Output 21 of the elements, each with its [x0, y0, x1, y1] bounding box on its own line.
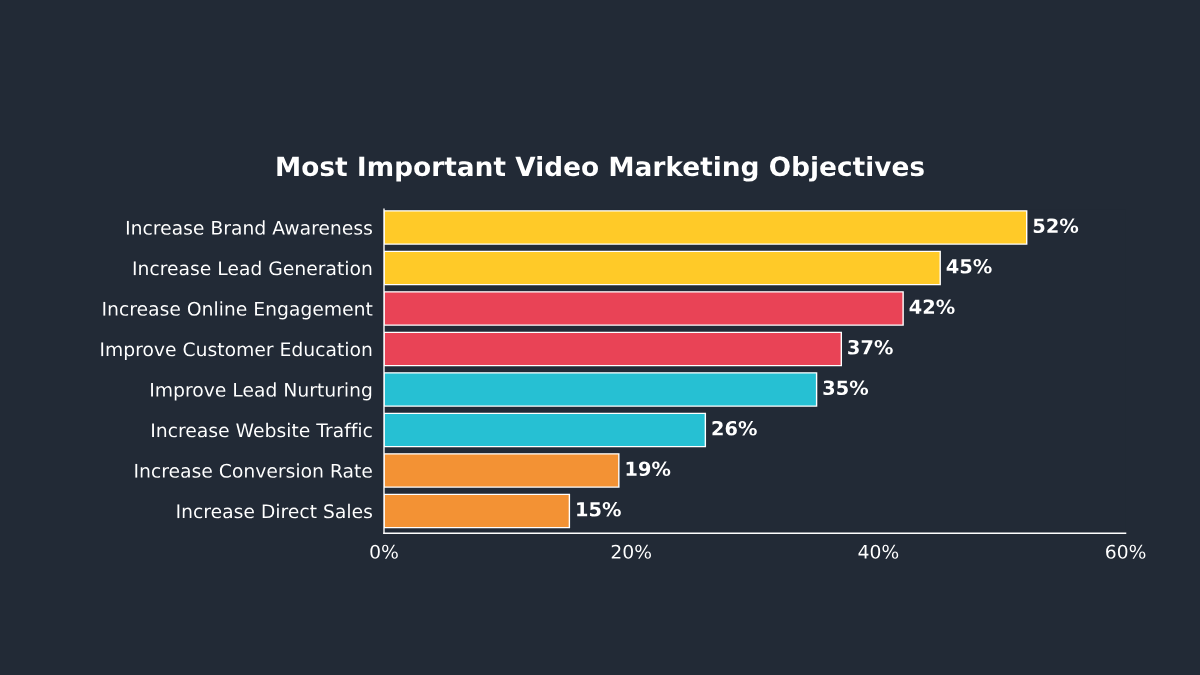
x-tick-label: 20% [611, 544, 651, 559]
data-label: 19% [626, 461, 671, 477]
data-label: 35% [823, 380, 869, 396]
data-label: 52% [1033, 218, 1079, 234]
x-tick-label: 60% [1106, 544, 1146, 559]
chart-title: Most Important Video Marketing Objectives [277, 155, 924, 182]
y-tick-label: Increase Website Traffic [152, 422, 372, 438]
y-tick-label: Improve Customer Education [101, 341, 372, 360]
data-label: 37% [848, 339, 893, 355]
data-label: 45% [946, 258, 992, 274]
x-tick-label: 40% [858, 544, 899, 559]
data-label: 42% [909, 299, 955, 315]
y-tick-label: Increase Conversion Rate [135, 463, 372, 478]
x-tick-label: 0% [370, 544, 398, 559]
y-tick-label: Improve Lead Nurturing [151, 382, 372, 401]
y-tick-label: Increase Direct Sales [177, 503, 372, 519]
y-tick-label: Increase Lead Generation [133, 260, 372, 276]
data-label: 15% [577, 501, 621, 517]
data-label: 26% [712, 420, 757, 436]
y-tick-label: Increase Brand Awareness [126, 220, 372, 235]
y-tick-label: Increase Online Engagement [103, 301, 373, 320]
